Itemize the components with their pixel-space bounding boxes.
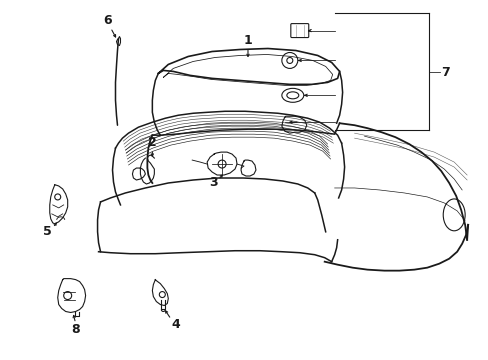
Text: 2: 2 — [148, 136, 157, 149]
Circle shape — [159, 292, 165, 298]
Text: 8: 8 — [71, 323, 80, 336]
Ellipse shape — [281, 88, 303, 102]
Circle shape — [63, 292, 72, 300]
Text: 5: 5 — [43, 225, 52, 238]
Circle shape — [55, 194, 61, 200]
Text: 1: 1 — [243, 34, 252, 47]
Text: 6: 6 — [103, 14, 112, 27]
FancyBboxPatch shape — [290, 24, 308, 37]
Text: 4: 4 — [172, 318, 180, 331]
Text: 3: 3 — [208, 176, 217, 189]
Text: 7: 7 — [440, 66, 449, 79]
Circle shape — [281, 53, 297, 68]
Ellipse shape — [286, 92, 298, 99]
Circle shape — [218, 160, 225, 168]
Circle shape — [286, 58, 292, 63]
Ellipse shape — [442, 199, 464, 231]
